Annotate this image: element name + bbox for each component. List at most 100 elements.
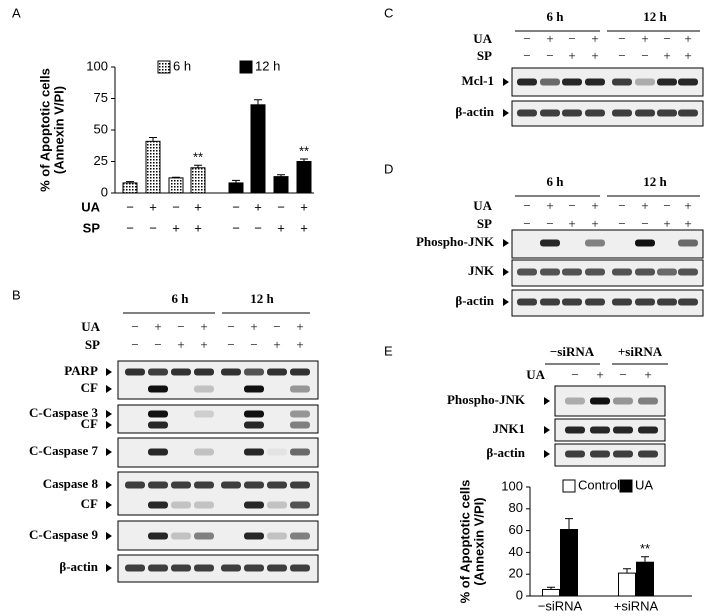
treatment-sign: + xyxy=(296,337,303,352)
band xyxy=(635,78,655,86)
treatment-sign: − xyxy=(277,199,285,214)
y-tick-label: 0 xyxy=(101,184,108,199)
treatment-sign: − xyxy=(154,337,161,352)
error-bar xyxy=(126,181,134,183)
x-tick-label: +siRNA xyxy=(614,598,659,613)
error-bar xyxy=(254,99,262,105)
band xyxy=(125,368,145,376)
treatment-sign: + xyxy=(546,198,553,213)
band-label: β-actin xyxy=(59,559,98,574)
treatment-sign: + xyxy=(300,199,308,214)
time-label: 12 h xyxy=(250,291,274,306)
bar xyxy=(122,182,138,194)
band xyxy=(290,481,310,489)
treatment-sign: + xyxy=(591,31,598,46)
band xyxy=(613,426,633,434)
band-label: C-Caspase 3 xyxy=(29,405,98,420)
bar xyxy=(145,140,161,194)
treatment-sign: + xyxy=(684,48,691,63)
band xyxy=(148,368,168,376)
bar xyxy=(228,182,244,194)
treatment-sign: − xyxy=(618,31,625,46)
band xyxy=(517,268,537,276)
band xyxy=(612,109,632,117)
band xyxy=(148,481,168,489)
time-label: 6 h xyxy=(547,9,565,24)
band-label: JNK xyxy=(468,263,495,278)
band-arrow xyxy=(106,410,112,418)
treatment-sign: − xyxy=(227,319,234,334)
time-label: 12 h xyxy=(643,9,667,24)
time-label: 6 h xyxy=(547,174,565,189)
legend-swatch xyxy=(619,479,633,493)
band xyxy=(540,109,560,117)
treatment-label: UA xyxy=(473,198,492,213)
treatment-sign: + xyxy=(273,337,280,352)
significance: ** xyxy=(640,541,650,556)
treatment-sign: + xyxy=(684,216,691,231)
band xyxy=(590,450,610,458)
treatment-sign: + xyxy=(172,220,180,235)
time-label: −siRNA xyxy=(550,344,595,359)
band xyxy=(244,448,264,456)
treatment-sign: − xyxy=(618,48,625,63)
band xyxy=(267,501,287,509)
treatment-sign: − xyxy=(250,337,257,352)
band xyxy=(244,368,264,376)
treatment-sign: − xyxy=(523,216,530,231)
significance: ** xyxy=(299,143,309,158)
treatment-sign: − xyxy=(172,199,180,214)
band xyxy=(517,298,537,306)
band xyxy=(585,78,605,86)
band xyxy=(244,421,264,429)
band xyxy=(221,481,241,489)
band xyxy=(635,239,655,247)
treatment-sign: + xyxy=(277,220,285,235)
band-arrow xyxy=(503,78,509,86)
band xyxy=(148,532,168,540)
treatment-sign: + xyxy=(200,319,207,334)
bar xyxy=(168,177,184,194)
treatment-label: UA xyxy=(81,319,100,334)
error-bar xyxy=(232,179,240,183)
legend-label: 6 h xyxy=(173,58,191,73)
band xyxy=(585,298,605,306)
band xyxy=(678,78,698,86)
band xyxy=(244,501,264,509)
treatment-sign: − xyxy=(641,216,648,231)
treatment-sign: − xyxy=(126,220,134,235)
treatment-sign: + xyxy=(684,31,691,46)
band xyxy=(244,385,264,393)
band xyxy=(244,532,264,540)
treatment-sign: − xyxy=(571,367,578,382)
legend-label: Control xyxy=(578,477,620,492)
band xyxy=(290,448,310,456)
band-label: JNK1 xyxy=(493,421,526,436)
band xyxy=(562,268,582,276)
band xyxy=(612,78,632,86)
treatment-sign: + xyxy=(300,220,308,235)
band xyxy=(638,426,658,434)
legend-label: 12 h xyxy=(255,58,280,73)
treatment-label: UA xyxy=(473,31,492,46)
bar xyxy=(250,104,266,194)
error-bar xyxy=(623,568,631,574)
treatment-sign: − xyxy=(523,48,530,63)
band-arrow xyxy=(106,385,112,393)
band xyxy=(194,501,214,509)
treatment-sign: + xyxy=(663,216,670,231)
band xyxy=(678,239,698,247)
error-bar xyxy=(277,174,285,177)
band-arrow xyxy=(106,532,112,540)
treatment-sign: − xyxy=(663,31,670,46)
treatment-sign: + xyxy=(591,48,598,63)
band xyxy=(635,298,655,306)
band xyxy=(148,410,168,418)
band xyxy=(638,450,658,458)
band xyxy=(125,564,145,572)
treatment-sign: + xyxy=(568,48,575,63)
treatment-sign: + xyxy=(154,319,161,334)
bar xyxy=(296,161,312,194)
treatment-label: SP xyxy=(83,220,101,235)
